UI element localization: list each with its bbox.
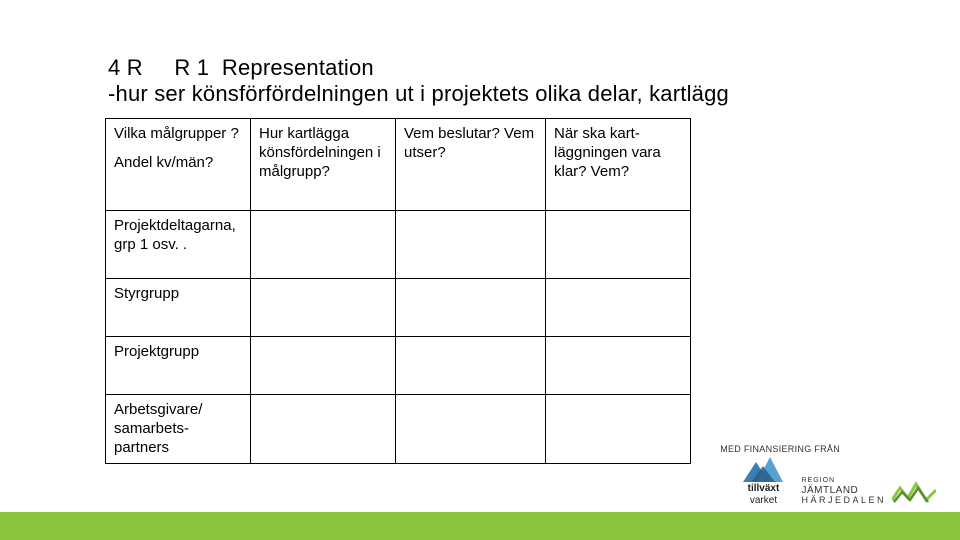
row-label-employers: Arbetsgivare/ samarbets-partners <box>106 395 251 464</box>
cell-empty <box>251 395 396 464</box>
mountain-icon <box>892 478 936 506</box>
table-header-row: Vilka målgrupper ? Andel kv/män? Hur kar… <box>106 119 691 211</box>
slide-title: 4 R R 1 Representation -hur ser könsförf… <box>108 55 888 107</box>
row-label-participants: Projektdeltagarna, grp 1 osv. . <box>106 211 251 279</box>
header-cell-how: Hur kartlägga könsfördelningen i målgrup… <box>251 119 396 211</box>
table-row: Projektgrupp <box>106 337 691 395</box>
representation-table: Vilka målgrupper ? Andel kv/män? Hur kar… <box>105 118 691 464</box>
title-line-2: -hur ser könsförfördelningen ut i projek… <box>108 81 888 107</box>
cell-empty <box>396 395 546 464</box>
growth-logo-text-2: varket <box>750 496 777 506</box>
cell-empty <box>251 211 396 279</box>
cell-empty <box>546 279 691 337</box>
cell-empty <box>251 279 396 337</box>
cell-empty <box>546 211 691 279</box>
growth-icon <box>743 452 783 482</box>
title-line-1: 4 R R 1 Representation <box>108 55 888 81</box>
region-line-2: HÄRJEDALEN <box>801 496 886 506</box>
cell-empty <box>251 337 396 395</box>
header-text-share: Andel kv/män? <box>114 154 242 173</box>
table-row: Projektdeltagarna, grp 1 osv. . <box>106 211 691 279</box>
region-logo: REGION JÄMTLAND HÄRJEDALEN <box>801 477 936 506</box>
cell-empty <box>396 211 546 279</box>
row-label-steering: Styrgrupp <box>106 279 251 337</box>
cell-empty <box>396 337 546 395</box>
growth-logo-text-1: tillväxt <box>748 484 780 494</box>
footer-logos: tillväxt varket REGION JÄMTLAND HÄRJEDAL… <box>743 452 936 506</box>
header-text-groups: Vilka målgrupper ? <box>114 125 239 142</box>
header-cell-groups: Vilka målgrupper ? Andel kv/män? <box>106 119 251 211</box>
region-logo-text: REGION JÄMTLAND HÄRJEDALEN <box>801 477 886 506</box>
footer-band <box>0 512 960 540</box>
table-row: Arbetsgivare/ samarbets-partners <box>106 395 691 464</box>
slide: 4 R R 1 Representation -hur ser könsförf… <box>0 0 960 540</box>
header-cell-who: Vem beslutar? Vem utser? <box>396 119 546 211</box>
cell-empty <box>546 337 691 395</box>
row-label-project: Projektgrupp <box>106 337 251 395</box>
header-cell-when: När ska kart-läggningen vara klar? Vem? <box>546 119 691 211</box>
region-prefix: REGION <box>801 477 886 485</box>
cell-empty <box>396 279 546 337</box>
table-row: Styrgrupp <box>106 279 691 337</box>
cell-empty <box>546 395 691 464</box>
tillvaxtverket-logo: tillväxt varket <box>743 452 783 506</box>
